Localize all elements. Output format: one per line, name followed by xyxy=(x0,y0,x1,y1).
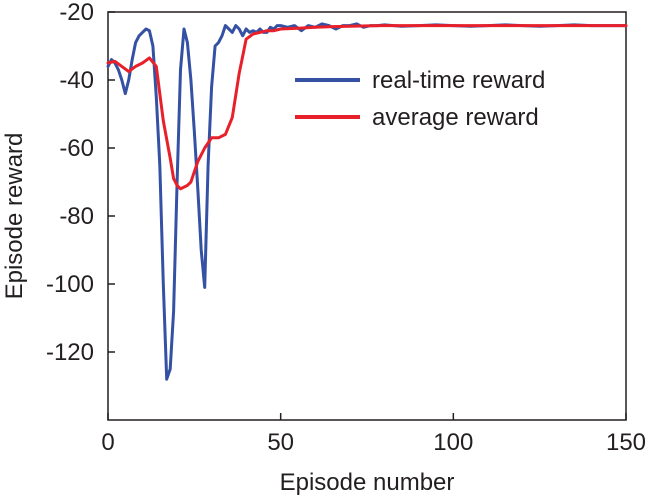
legend-label-real-time-reward: real-time reward xyxy=(372,67,545,94)
legend-label-average-reward: average reward xyxy=(372,104,539,131)
ticks xyxy=(107,11,627,420)
x-tick-label: 150 xyxy=(606,429,646,456)
y-axis-label: Episode reward xyxy=(1,133,28,300)
plot-area xyxy=(106,11,628,421)
x-tick-label: 50 xyxy=(267,429,294,456)
plot-frame xyxy=(107,11,627,421)
x-axis-label: Episode number xyxy=(280,469,455,496)
y-tick-label: -80 xyxy=(59,203,94,230)
y-tick-label: -40 xyxy=(59,67,94,94)
series-line-average-reward xyxy=(106,24,628,191)
x-tick-label: 0 xyxy=(101,429,114,456)
series-lines xyxy=(106,22,628,381)
tick-labels: 0 50 100 150 -20 -40 -60 -80 -100 -120 xyxy=(46,0,646,456)
y-tick-label: -20 xyxy=(59,0,94,26)
y-tick-label: -120 xyxy=(46,339,94,366)
series-line-real-time-reward xyxy=(106,22,628,381)
x-tick-label: 100 xyxy=(433,429,473,456)
y-tick-label: -60 xyxy=(59,135,94,162)
legend: real-time reward average reward xyxy=(295,67,545,131)
y-tick-label: -100 xyxy=(46,271,94,298)
